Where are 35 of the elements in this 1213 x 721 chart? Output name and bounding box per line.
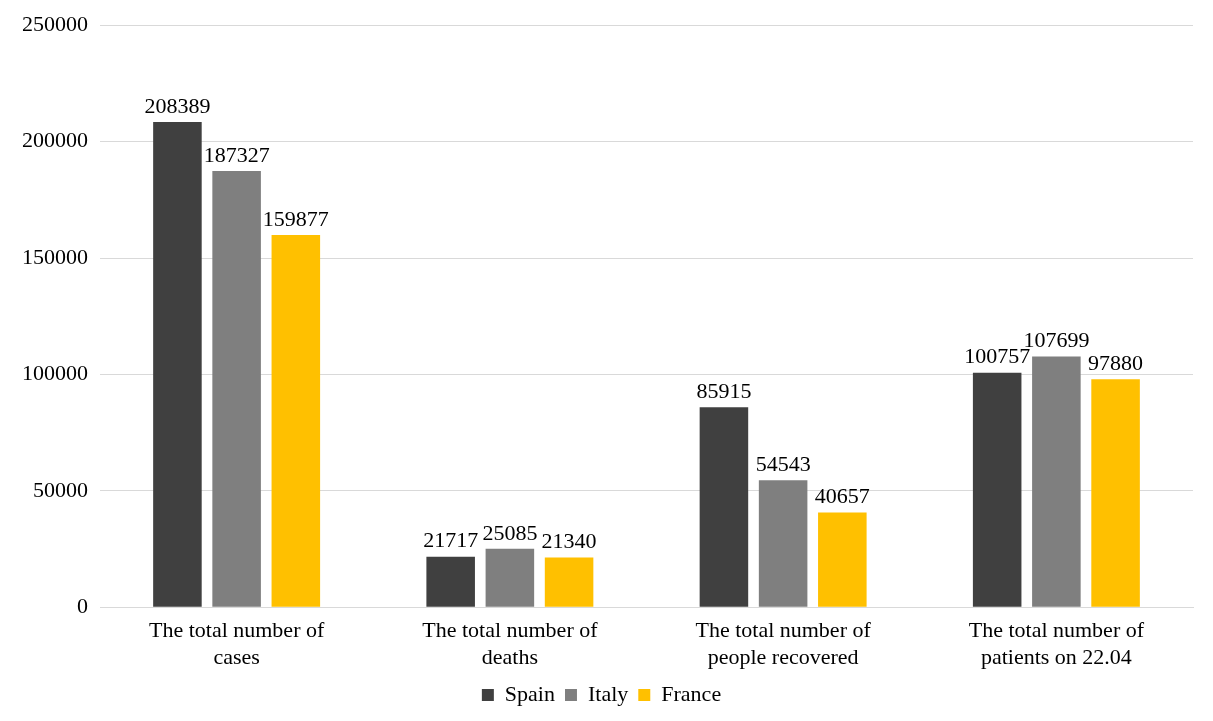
y-tick-label: 0 bbox=[77, 592, 88, 618]
y-tick-label: 250000 bbox=[22, 10, 88, 36]
bar bbox=[758, 480, 808, 607]
x-tick-label: The total number of cases bbox=[148, 617, 325, 669]
data-label: 54543 bbox=[755, 451, 811, 477]
data-label: 25085 bbox=[482, 519, 538, 545]
legend-label: Italy bbox=[587, 680, 629, 706]
bar bbox=[972, 372, 1022, 607]
bar bbox=[544, 557, 594, 607]
data-label: 159877 bbox=[262, 205, 329, 231]
bar bbox=[1091, 379, 1140, 607]
data-label: 21340 bbox=[541, 528, 597, 554]
data-label: 97880 bbox=[1088, 350, 1144, 376]
data-label: 187327 bbox=[203, 141, 270, 167]
legend-label: Spain bbox=[504, 680, 555, 706]
x-tick-label: The total number of deaths bbox=[422, 617, 599, 669]
bar bbox=[1032, 356, 1081, 607]
x-tick-label: The total number of patients on 22.04 bbox=[968, 617, 1145, 669]
bar bbox=[426, 556, 475, 607]
data-label: 208389 bbox=[144, 92, 211, 118]
bar bbox=[271, 235, 321, 607]
y-tick-label: 150000 bbox=[22, 243, 88, 269]
y-tick-label: 50000 bbox=[33, 476, 88, 502]
legend-label: France bbox=[661, 680, 722, 706]
bar bbox=[153, 122, 202, 607]
bar bbox=[212, 171, 261, 607]
data-label: 85915 bbox=[696, 377, 752, 403]
data-label: 40657 bbox=[814, 483, 870, 509]
bar bbox=[818, 512, 867, 607]
bar bbox=[699, 407, 749, 607]
bar bbox=[485, 548, 535, 607]
y-tick-label: 200000 bbox=[22, 127, 88, 153]
data-label: 21717 bbox=[423, 527, 479, 553]
x-tick-label: The total number of people recovered bbox=[695, 617, 872, 669]
y-tick-label: 100000 bbox=[22, 360, 88, 386]
